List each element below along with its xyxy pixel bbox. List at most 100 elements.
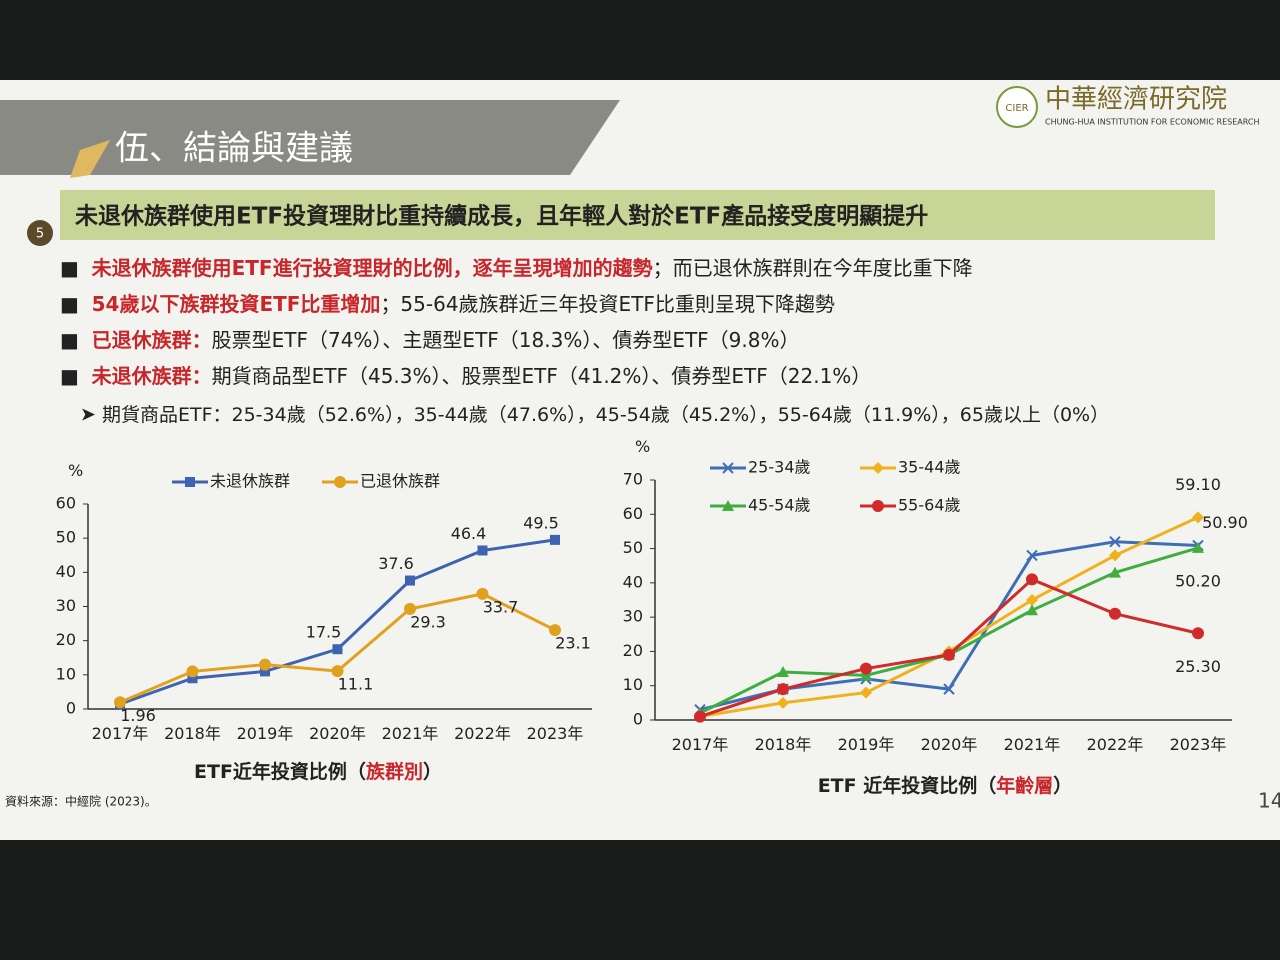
y-tick-label: 30 (56, 596, 76, 615)
data-label: 46.4 (451, 524, 487, 543)
bullet-text: 股票型ETF（74%）、主題型ETF（18.3%）、債券型ETF（9.8%） (211, 328, 800, 352)
marker (1109, 549, 1121, 562)
sub-bullet: ➤ 期貨商品ETF：25-34歲（52.6%），35-44歲（47.6%），45… (80, 404, 1109, 426)
marker (477, 545, 488, 556)
bullet-text: 期貨商品型ETF（45.3%）、股票型ETF（41.2%）、債券型ETF（22.… (211, 364, 872, 388)
y-tick-label: 60 (623, 504, 643, 523)
data-label: 29.3 (410, 612, 446, 631)
marker (186, 665, 199, 678)
banner-text: 未退休族群使用ETF投資理財比重持續成長，且年輕人對於ETF產品接受度明顯提升 (75, 203, 928, 230)
y-tick-label: 50 (623, 538, 643, 557)
legend-marker (722, 462, 734, 474)
marker (1026, 604, 1038, 616)
title-part: ） (1053, 774, 1072, 797)
x-tick-label: 2022年 (454, 724, 511, 743)
marker (1109, 566, 1121, 578)
chart-title: ETF近年投資比例（族群別） (194, 760, 442, 783)
bullet-icon: ■ (60, 292, 92, 316)
bullet: ■ 已退休族群：股票型ETF（74%）、主題型ETF（18.3%）、債券型ETF… (60, 322, 1260, 358)
section-number: 5 (36, 227, 44, 242)
legend-marker (872, 500, 884, 512)
marker (1192, 541, 1204, 553)
slide-title: 伍、結論與建議 (115, 129, 353, 169)
marker (694, 710, 706, 723)
bullet-text: ；55-64歲族群近三年投資ETF比重則呈現下降趨勢 (380, 292, 835, 316)
y-axis-label: % (68, 461, 83, 480)
data-label: 1.96 (120, 706, 156, 725)
logo-english: CHUNG-HUA INSTITUTION FOR ECONOMIC RESEA… (1045, 118, 1259, 127)
page-number: 14 (1258, 789, 1280, 813)
marker (1026, 573, 1038, 586)
bullet-text: ；而已退休族群則在今年度比重下降 (652, 256, 973, 280)
marker (187, 673, 198, 684)
marker (1026, 549, 1038, 562)
x-tick-label: 2020年 (921, 735, 978, 754)
data-label: 11.1 (338, 675, 374, 694)
bullet-list: ■ 未退休族群使用ETF進行投資理財的比例，逐年呈現增加的趨勢；而已退休族群則在… (60, 250, 1260, 394)
legend-label: 未退休族群 (210, 472, 290, 491)
data-label: 50.90 (1202, 513, 1248, 532)
marker (260, 666, 270, 677)
bullet-icon: ■ (60, 328, 92, 352)
bullet: ■ 未退休族群：期貨商品型ETF（45.3%）、股票型ETF（41.2%）、債券… (60, 358, 1260, 394)
section-badge (27, 220, 53, 246)
bullet-icon: ■ (60, 256, 92, 280)
y-tick-label: 50 (56, 528, 76, 547)
x-tick-label: 2023年 (1170, 735, 1227, 754)
marker (777, 683, 789, 696)
y-tick-label: 10 (56, 664, 76, 683)
bullet-highlight: 未退休族群： (91, 364, 212, 388)
bullet-icon: ■ (60, 364, 92, 388)
data-label: 37.6 (378, 554, 414, 573)
y-tick-label: 20 (623, 641, 643, 660)
marker (550, 534, 560, 545)
marker (943, 648, 955, 661)
y-tick-label: 0 (66, 699, 76, 718)
marker (860, 686, 872, 699)
data-label: 59.10 (1175, 475, 1221, 494)
marker (476, 587, 489, 600)
x-tick-label: 2022年 (1087, 735, 1144, 754)
logo-badge: CIER (1005, 103, 1028, 114)
bullet-highlight: 54歲以下族群投資ETF比重增加 (91, 292, 381, 316)
y-tick-label: 10 (623, 675, 643, 694)
legend-marker (722, 500, 734, 511)
legend-label: 55-64歲 (898, 496, 961, 515)
marker (332, 644, 343, 655)
legend-marker (872, 462, 884, 474)
x-tick-label: 2017年 (92, 724, 149, 743)
sub-bullet-text: 期貨商品ETF：25-34歲（52.6%），35-44歲（47.6%），45-5… (102, 404, 1109, 426)
y-tick-label: 30 (623, 607, 643, 626)
data-label: 33.7 (483, 597, 519, 616)
chart-title: ETF 近年投資比例（年齡層） (818, 774, 1073, 797)
legend-marker (334, 476, 346, 488)
data-label: 50.20 (1175, 571, 1221, 590)
title-part: 族群別 (366, 760, 423, 783)
marker (860, 662, 872, 675)
x-tick-label: 2017年 (672, 735, 729, 754)
marker (1192, 627, 1204, 640)
marker (860, 669, 872, 681)
title-part: ） (423, 760, 442, 783)
x-tick-label: 2021年 (382, 724, 439, 743)
marker (549, 624, 561, 637)
bullet: ■ 54歲以下族群投資ETF比重增加；55-64歲族群近三年投資ETF比重則呈現… (60, 286, 1260, 322)
legend-label: 25-34歲 (748, 458, 811, 477)
x-tick-label: 2023年 (527, 724, 584, 743)
marker (777, 696, 789, 709)
legend-label: 35-44歲 (898, 458, 961, 477)
y-tick-label: 20 (56, 630, 76, 649)
data-label: 17.5 (306, 623, 342, 642)
marker (1192, 511, 1204, 524)
marker (1109, 536, 1121, 548)
title-part: 年齡層 (996, 774, 1053, 797)
title-part: ETF 近年投資比例（ (818, 774, 997, 797)
legend-label: 已退休族群 (360, 472, 440, 491)
bullet-highlight: 未退休族群使用ETF進行投資理財的比例，逐年呈現增加的趨勢 (91, 256, 653, 280)
marker (1109, 607, 1121, 620)
x-tick-label: 2019年 (237, 724, 294, 743)
x-tick-label: 2018年 (755, 735, 812, 754)
data-label: 49.5 (523, 513, 559, 532)
marker (943, 683, 955, 695)
